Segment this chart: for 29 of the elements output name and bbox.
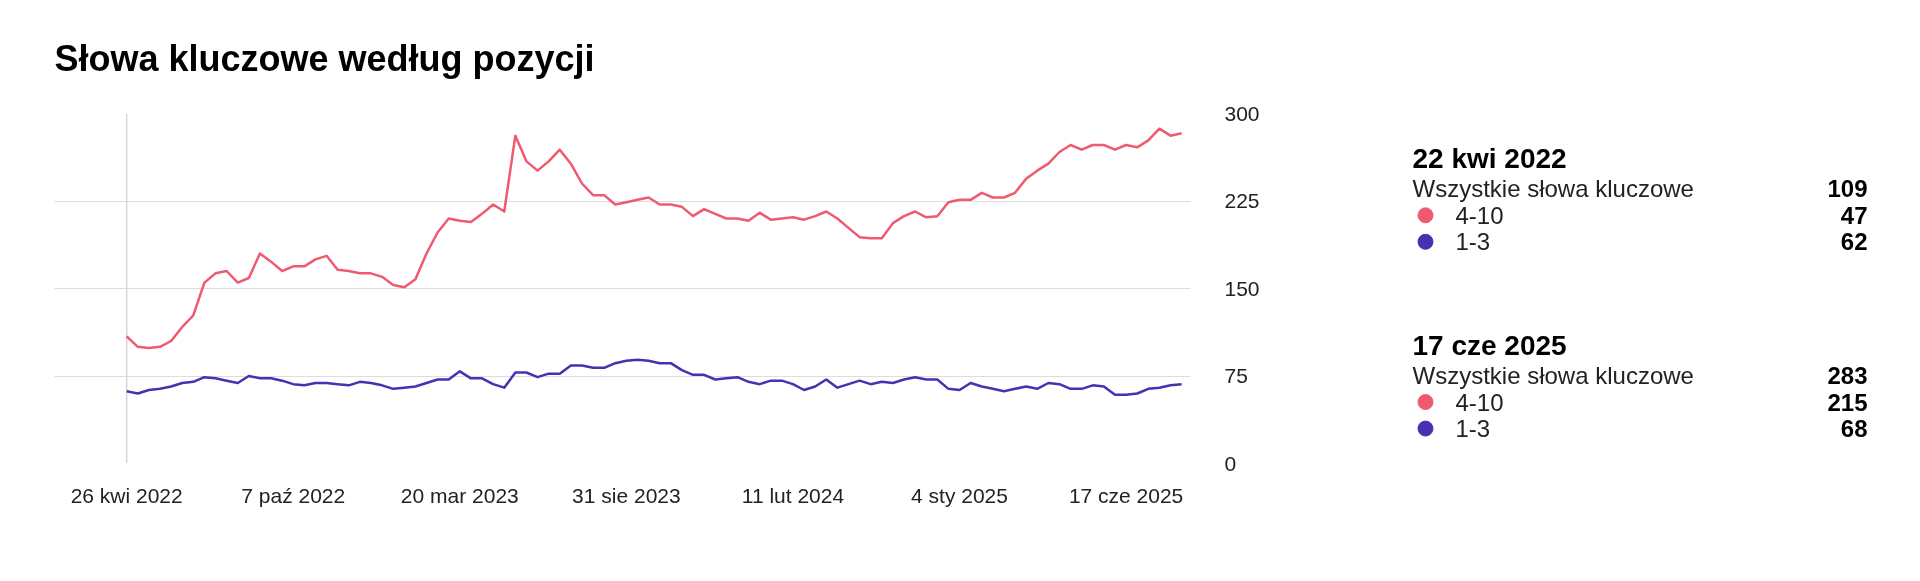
text: 62 bbox=[1840, 228, 1868, 256]
text: 1-3 bbox=[1455, 228, 1491, 256]
text: 109 bbox=[1827, 175, 1868, 203]
line-series bbox=[125, 358, 1183, 396]
x-tick-label: 20 mar 2023 bbox=[400, 483, 519, 507]
line-series bbox=[125, 127, 1183, 350]
text: 17 cze 2025 bbox=[1412, 329, 1567, 361]
legend-label: 1-3 bbox=[1455, 415, 1491, 443]
y-tick-label: 300 bbox=[1224, 101, 1260, 125]
text: 68 bbox=[1840, 415, 1868, 443]
text: 47 bbox=[1840, 201, 1868, 229]
x-tick-label: 26 kwi 2022 bbox=[70, 483, 183, 507]
y-tick-label: 0 bbox=[1224, 451, 1237, 475]
x-tick-label: 17 cze 2025 bbox=[1068, 483, 1184, 507]
chart-title: Słowa kluczowe według pozycji bbox=[54, 37, 595, 79]
x-tick-label: 31 sie 2023 bbox=[572, 483, 681, 507]
text: 283 bbox=[1827, 362, 1868, 390]
y-tick-label: 225 bbox=[1224, 189, 1260, 212]
x-tick-label: 4 sty 2025 bbox=[911, 483, 1008, 507]
x-tick-label: 7 paź 2022 bbox=[241, 483, 346, 507]
legend-label: 4-10 bbox=[1455, 201, 1504, 229]
x-tick-label: 11 lut 2024 bbox=[741, 483, 845, 507]
text: 215 bbox=[1827, 388, 1868, 416]
y-tick-label: 75 bbox=[1224, 364, 1248, 387]
text: 22 kwi 2022 bbox=[1412, 143, 1567, 175]
text: Wszystkie słowa kluczowe bbox=[1412, 362, 1694, 390]
text: 4-10 bbox=[1455, 388, 1504, 416]
y-tick-label: 150 bbox=[1224, 276, 1260, 300]
text: Wszystkie słowa kluczowe bbox=[1412, 175, 1694, 203]
